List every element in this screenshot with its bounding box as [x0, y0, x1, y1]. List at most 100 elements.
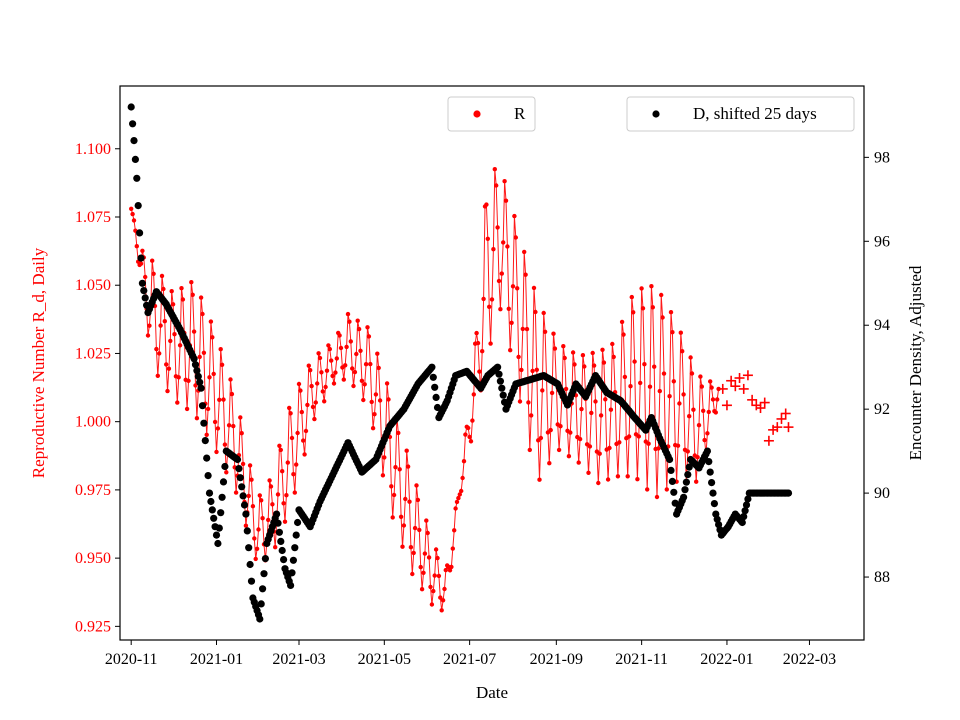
d-point: [680, 493, 688, 501]
r-point: [625, 474, 630, 479]
d-point: [245, 544, 253, 552]
r-point: [629, 294, 634, 300]
r-point: [327, 346, 332, 352]
r-point: [488, 341, 493, 346]
d-point: [741, 507, 749, 515]
y-right-tick-label-1: 90: [874, 485, 890, 502]
r-point: [650, 305, 655, 310]
r-point: [239, 431, 244, 436]
r-point: [593, 399, 598, 404]
r-point: [345, 311, 351, 317]
d-point: [684, 471, 692, 479]
r-point: [391, 492, 397, 498]
r-point: [647, 384, 653, 389]
r-point: [350, 366, 355, 371]
r-point: [347, 319, 352, 324]
d-point: [499, 391, 507, 399]
r-point: [484, 202, 489, 207]
r-point: [129, 206, 134, 211]
r-point: [303, 428, 309, 434]
r-point: [510, 284, 516, 289]
d-point: [131, 155, 139, 163]
r-point: [284, 493, 289, 498]
r-point: [418, 564, 423, 570]
r-point: [285, 460, 290, 465]
r-point: [499, 271, 504, 276]
r-tail-point: [742, 370, 753, 381]
r-point: [687, 414, 692, 419]
r-point: [503, 198, 509, 203]
r-point: [270, 502, 275, 507]
r-point: [534, 367, 539, 372]
r-point: [664, 487, 669, 492]
r-point: [520, 326, 525, 332]
r-point: [337, 333, 342, 338]
r-tail-point: [730, 381, 741, 392]
r-point: [541, 310, 546, 316]
r-point: [366, 334, 372, 339]
r-point: [449, 564, 454, 570]
d-point: [256, 615, 264, 623]
legend-d: D, shifted 25 days: [626, 96, 855, 132]
r-point: [249, 477, 254, 482]
r-point: [375, 351, 380, 356]
d-point: [140, 287, 148, 295]
r-point: [562, 355, 567, 361]
d-point: [193, 367, 201, 375]
r-point: [537, 477, 542, 482]
d-point: [134, 202, 142, 210]
d-point: [261, 555, 269, 563]
r-point: [494, 183, 499, 188]
d-point: [709, 489, 717, 497]
r-point: [180, 297, 186, 302]
d-point: [431, 383, 439, 391]
r-point: [222, 442, 228, 447]
d-point: [668, 477, 677, 485]
r-point: [175, 400, 180, 405]
r-point: [551, 331, 556, 336]
d-point: [246, 560, 254, 569]
r-point: [268, 484, 274, 489]
r-point: [190, 292, 195, 297]
r-point: [542, 329, 548, 334]
r-point: [294, 462, 299, 467]
r-point: [401, 523, 407, 528]
d-point: [744, 495, 752, 503]
r-point: [218, 347, 223, 352]
d-point: [685, 463, 693, 471]
r-point: [689, 371, 695, 376]
r-point: [200, 311, 205, 317]
r-point: [498, 307, 503, 312]
r-point: [298, 388, 303, 393]
r-point: [466, 425, 471, 431]
r-point: [563, 386, 569, 392]
d-series: [127, 103, 793, 623]
x-axis: 2020-11 2021-01 2021-03 2021-05 2021-07 2021-…: [105, 640, 836, 668]
r-point: [380, 473, 386, 478]
r-point: [343, 363, 348, 368]
r-point: [454, 499, 460, 505]
r-tail-point: [780, 408, 791, 419]
r-tail-point: [755, 403, 766, 414]
r-point: [384, 381, 390, 386]
r-point: [710, 397, 716, 402]
d-point: [292, 531, 300, 539]
d-point: [196, 378, 204, 386]
r-point: [671, 379, 676, 384]
d-point: [498, 384, 506, 392]
r-point: [138, 261, 144, 266]
r-point: [348, 339, 353, 344]
r-point: [600, 347, 605, 352]
r-point: [601, 360, 607, 365]
r-point: [549, 390, 555, 396]
r-point: [140, 248, 145, 253]
r-point: [165, 388, 170, 394]
r-point: [197, 354, 202, 360]
r-point: [351, 383, 356, 389]
r-point: [329, 358, 334, 363]
d-point: [494, 363, 502, 371]
r-point: [463, 432, 468, 437]
r-point: [296, 381, 302, 387]
r-tail-point: [734, 373, 745, 384]
d-point: [280, 556, 288, 564]
